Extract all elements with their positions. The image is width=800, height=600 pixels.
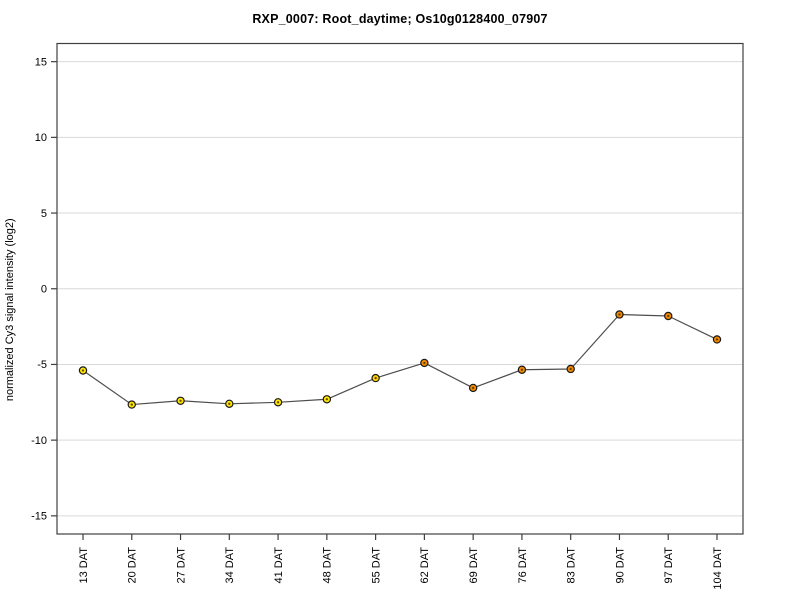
data-point-center — [179, 399, 182, 402]
x-tick-label: 69 DAT — [468, 547, 480, 584]
x-tick-label: 104 DAT — [712, 547, 724, 590]
data-point-center — [618, 313, 621, 316]
data-point-center — [325, 398, 328, 401]
y-axis-label: normalized Cy3 signal intensity (log2) — [4, 218, 16, 401]
data-point-center — [569, 367, 572, 371]
x-tick-label: 83 DAT — [566, 547, 578, 584]
x-tick-label: 27 DAT — [175, 547, 187, 584]
y-tick-label: 10 — [35, 132, 47, 144]
x-tick-label: 13 DAT — [78, 547, 90, 584]
y-tick-label: -10 — [31, 435, 47, 447]
x-tick-label: 55 DAT — [370, 547, 382, 584]
x-tick-label: 20 DAT — [127, 547, 139, 584]
data-point-center — [667, 314, 670, 318]
x-tick-label: 76 DAT — [517, 547, 529, 584]
x-tick-label: 97 DAT — [663, 547, 675, 584]
data-point-center — [228, 402, 231, 405]
data-point-center — [374, 376, 377, 380]
data-point-center — [81, 369, 85, 372]
x-tick-label: 48 DAT — [322, 547, 334, 584]
y-tick-label: -15 — [31, 511, 47, 523]
y-tick-label: 5 — [41, 208, 47, 220]
x-tick-label: 90 DAT — [614, 547, 626, 584]
y-tick-label: 15 — [35, 56, 47, 68]
x-tick-label: 41 DAT — [273, 547, 285, 584]
chart-title: RXP_0007: Root_daytime; Os10g0128400_079… — [252, 12, 548, 26]
data-point-center — [715, 338, 719, 341]
y-tick-label: -5 — [37, 359, 47, 371]
data-point-center — [472, 386, 475, 390]
data-point-center — [130, 403, 133, 406]
data-point-center — [423, 361, 426, 365]
x-tick-label: 34 DAT — [224, 547, 236, 584]
data-line — [82, 313, 718, 406]
y-tick-label: 0 — [41, 284, 47, 296]
x-tick-label: 62 DAT — [419, 547, 431, 584]
data-point-center — [520, 368, 524, 371]
data-point-center — [276, 401, 280, 404]
